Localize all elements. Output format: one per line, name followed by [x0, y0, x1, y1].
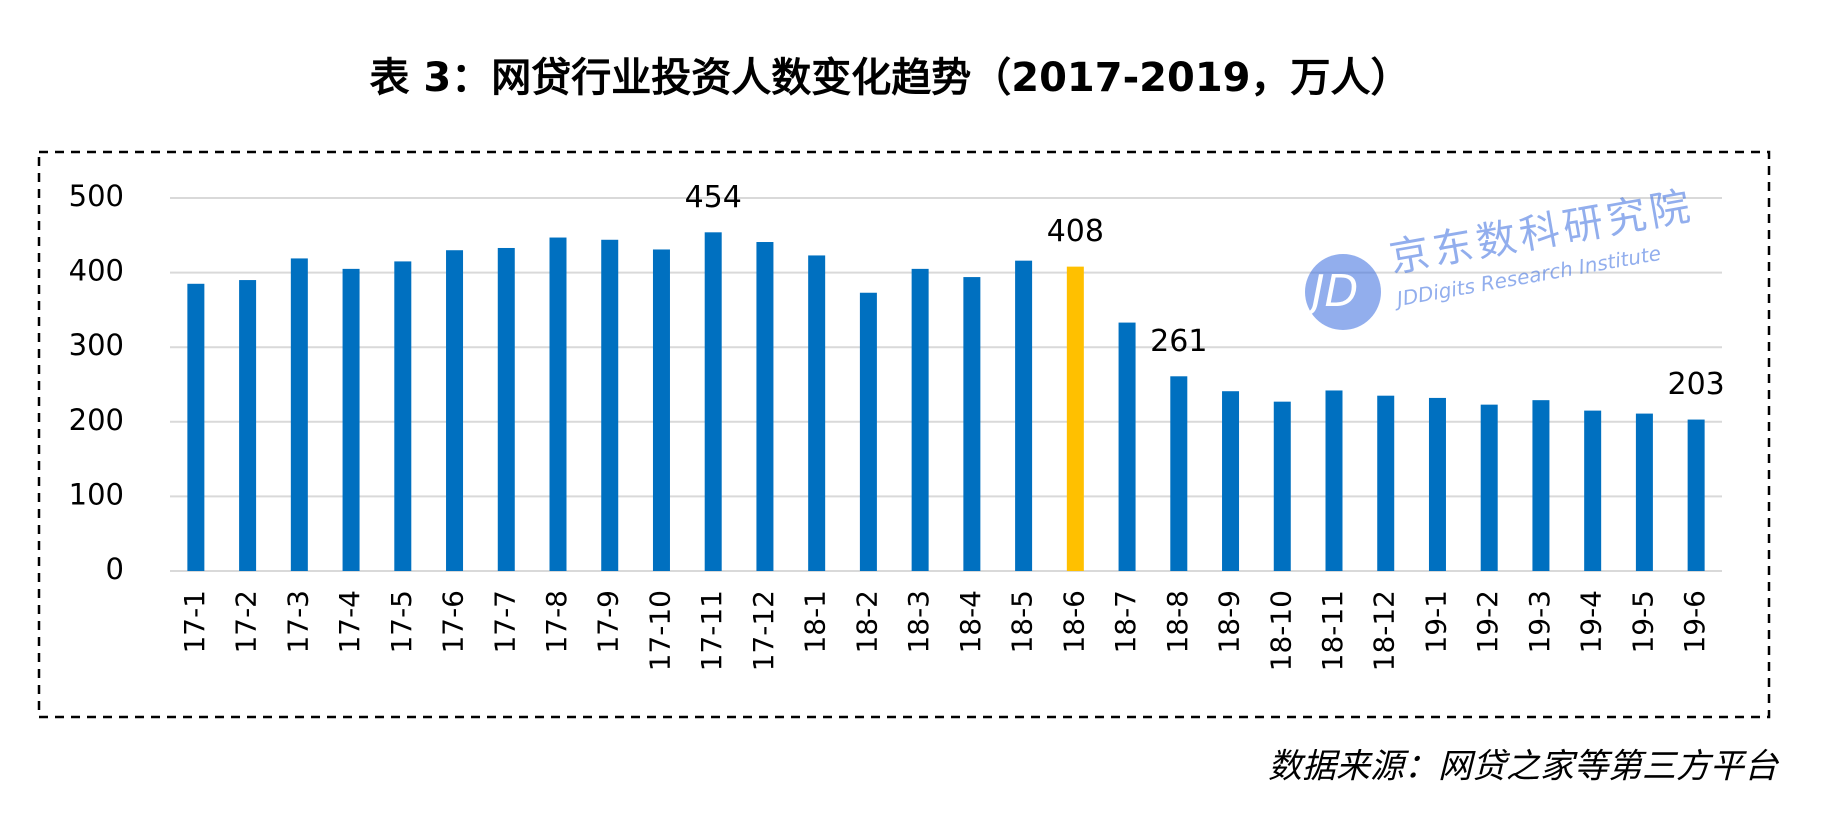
y-tick-label: 0: [106, 552, 124, 586]
bar: [290, 258, 308, 571]
x-tick-label: 18-11: [1316, 590, 1349, 671]
y-tick-label: 400: [69, 254, 124, 288]
data-label: 454: [685, 180, 742, 215]
watermark-logo: [1305, 254, 1381, 330]
bar: [549, 237, 567, 571]
bar: [1532, 400, 1550, 571]
x-tick-label: 18-6: [1057, 590, 1090, 654]
chart-frame: [37, 150, 1771, 719]
x-tick-label: 19-2: [1471, 590, 1504, 654]
bar: [1584, 410, 1602, 571]
x-tick-label: 18-5: [1006, 590, 1039, 654]
x-tick-label: 17-6: [437, 590, 470, 654]
x-tick-label: 17-12: [747, 590, 780, 671]
bar: [652, 249, 670, 571]
bar: [342, 268, 360, 571]
x-tick-label: 17-2: [230, 590, 263, 654]
bar: [1377, 395, 1395, 571]
x-tick-label: 17-1: [178, 590, 211, 654]
bar: [808, 255, 826, 571]
x-tick-label: 17-7: [488, 590, 521, 654]
x-tick-label: 17-11: [695, 590, 728, 671]
y-tick-label: 200: [69, 403, 124, 437]
bar: [187, 283, 205, 571]
bar: [1635, 413, 1653, 571]
bar: [1015, 260, 1033, 571]
source-note: 数据来源：网贷之家等第三方平台: [1268, 747, 1780, 787]
y-tick-label: 300: [69, 328, 124, 362]
x-tick-label: 18-3: [902, 590, 935, 654]
data-label: 203: [1668, 367, 1725, 402]
x-tick-label: 17-3: [281, 590, 314, 654]
y-tick-label: 100: [69, 477, 124, 511]
bar: [1428, 397, 1446, 571]
x-tick-label: 17-8: [540, 590, 573, 654]
bar: [911, 268, 929, 571]
x-tick-label: 19-6: [1678, 590, 1711, 654]
x-tick-label: 19-5: [1626, 590, 1659, 654]
data-label: 261: [1150, 324, 1207, 359]
watermark-logo-text: JD: [1304, 266, 1359, 317]
x-tick-label: 18-4: [954, 590, 987, 654]
bar: [859, 292, 877, 571]
bar: [446, 250, 464, 571]
bar: [704, 232, 722, 572]
bar: [1118, 322, 1136, 571]
bar: [1687, 419, 1705, 571]
bar: [497, 247, 515, 571]
x-tick-label: 18-1: [799, 590, 832, 654]
x-tick-label: 18-8: [1161, 590, 1194, 654]
data-label: 408: [1047, 214, 1104, 249]
x-tick-label: 19-1: [1419, 590, 1452, 654]
x-tick-label: 18-10: [1264, 590, 1297, 671]
bar: [394, 261, 412, 571]
bar: [1325, 390, 1343, 571]
x-tick-label: 18-7: [1109, 590, 1142, 654]
bar: [1480, 404, 1498, 571]
bar: [1170, 376, 1188, 571]
x-tick-label: 18-12: [1368, 590, 1401, 671]
x-tick-label: 19-4: [1575, 590, 1608, 654]
x-tick-label: 17-4: [333, 590, 366, 654]
x-tick-label: 17-5: [385, 590, 418, 654]
x-tick-label: 17-9: [592, 590, 625, 654]
bar: [963, 277, 981, 571]
bar: [239, 280, 257, 571]
bar: [1066, 266, 1084, 571]
bar: [1273, 401, 1291, 571]
x-tick-label: 18-9: [1213, 590, 1246, 654]
x-tick-label: 18-2: [850, 590, 883, 654]
bar: [1222, 391, 1240, 571]
x-tick-label: 17-10: [643, 590, 676, 671]
chart-title: 表 3：网贷行业投资人数变化趋势（2017-2019，万人）: [369, 55, 1410, 101]
bar: [756, 242, 774, 571]
y-tick-label: 500: [69, 179, 124, 213]
x-tick-label: 19-3: [1523, 590, 1556, 654]
bar: [601, 239, 619, 571]
watermark: JD 京东数科研究院 JDDigits Research Institute: [1304, 183, 1697, 330]
